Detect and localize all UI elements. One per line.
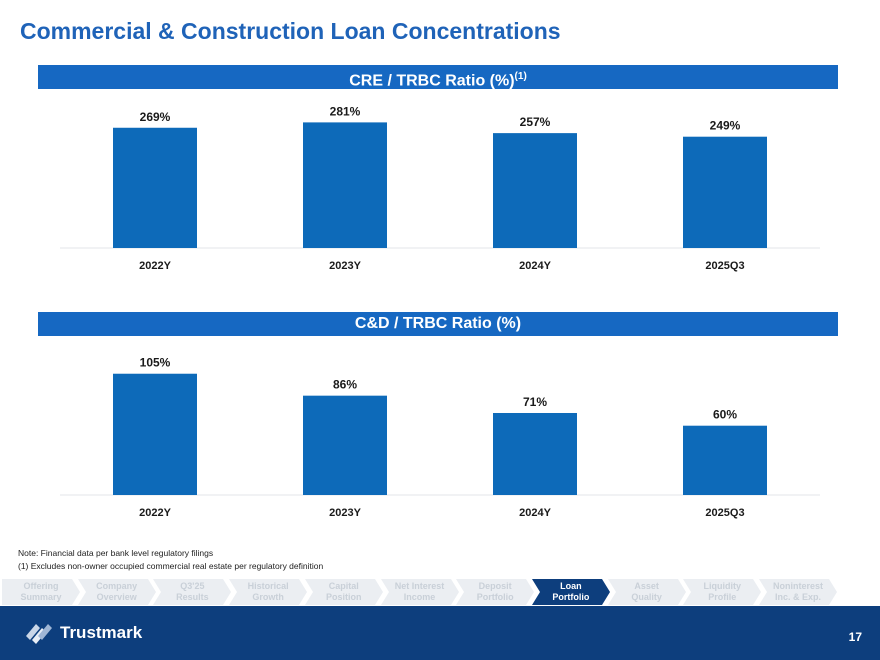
chart-2-category-label: 2022Y [139,507,171,519]
nav-tab-label-line1: Offering [23,581,59,591]
nav-tab-historical[interactable]: Historical Growth [229,579,308,605]
nav-chevron-shape [607,579,686,605]
nav-tab-label-line1: Historical [247,581,289,591]
chart-2-bar-2023Y [303,395,387,495]
chart-1-category-label: 2023Y [329,260,361,272]
nav-chevron-shape [380,579,459,605]
chart-2-category-label: 2023Y [329,507,361,519]
nav-tab-asset[interactable]: Asset Quality [607,579,686,605]
section-navigation: Offering Summary Company Overview Q3'25 Resul… [0,579,880,605]
nav-tab-label-line2: Growth [252,592,284,602]
nav-tab-label-line1: Q3'25 [180,581,205,591]
chart-1-category-label: 2025Q3 [705,260,744,272]
chart-1-title-footnote: (1) [514,71,527,82]
nav-tab-label-line2: Portfolio [476,592,514,602]
chart-2-value-label: 105% [140,356,171,370]
chart-1-bar-2022Y [113,127,197,248]
nav-chevron-shape [153,579,232,605]
nav-chevron-shape [456,579,535,605]
chart-1-bar-2024Y [493,133,577,248]
nav-chevron-shape [759,579,837,605]
nav-chevron-shape [2,579,80,605]
nav-tab-net-interest[interactable]: Net Interest Income [380,579,459,605]
chart-2-bar-2025Q3 [683,425,767,495]
nav-tab-deposit[interactable]: Deposit Portfolio [456,579,535,605]
nav-tab-loan[interactable]: Loan Portfolio [531,579,610,605]
footer-bar: Trustmark 17 [0,606,880,660]
nav-tab-label-line2: Position [326,592,362,602]
nav-chevron-shape [531,579,610,605]
page-number: 17 [848,630,862,644]
chart-2-value-label: 60% [713,408,737,422]
nav-chevron-shape [77,579,156,605]
chart-2-bar-2024Y [493,412,577,495]
nav-tab-label-line2: Profile [708,592,737,602]
trustmark-logo-icon [26,624,52,644]
chart-1-value-label: 281% [330,104,361,118]
nav-tab-label-line1: Asset [634,581,659,591]
chart-1-value-label: 269% [140,110,171,124]
chart-1-value-label: 249% [710,119,741,133]
nav-tab-label-line1: Company [96,581,138,591]
chart-1-title-banner: CRE / TRBC Ratio (%)(1) [38,65,838,89]
nav-tab-label-line1: Net Interest [394,581,445,591]
chart-1-title: CRE / TRBC Ratio (%) [349,72,515,90]
nav-tab-label-line2: Summary [20,592,62,602]
chart-1-category-label: 2022Y [139,260,171,272]
nav-chevron-shape [683,579,762,605]
nav-tab-noninterest[interactable]: Noninterest Inc. & Exp. [759,579,837,605]
chart-2-value-label: 71% [523,395,547,409]
trustmark-logo[interactable]: Trustmark [24,622,142,644]
nav-tab-label-line2: Inc. & Exp. [774,592,821,602]
note-line: Note: Financial data per bank level regu… [18,548,214,558]
nav-tab-label-line2: Quality [631,592,662,602]
chart-2-title-banner: C&D / TRBC Ratio (%) [38,312,838,336]
nav-tab-label-line2: Portfolio [552,592,590,602]
nav-tab-label-line1: Loan [560,581,582,591]
nav-tab-q3-25[interactable]: Q3'25 Results [153,579,232,605]
nav-tab-label-line1: Noninterest [772,581,823,591]
nav-tab-label-line1: Liquidity [703,581,742,591]
nav-tab-liquidity[interactable]: Liquidity Profile [683,579,762,605]
nav-tab-company[interactable]: Company Overview [77,579,156,605]
nav-tab-label-line2: Results [176,592,209,602]
nav-tab-capital[interactable]: Capital Position [304,579,383,605]
chart-2-bar-2022Y [113,373,197,495]
nav-chevron-shape [304,579,383,605]
chart-1-bar-2023Y [303,122,387,248]
nav-tab-label-line1: Capital [328,581,359,591]
nav-tab-label-line2: Overview [96,592,137,602]
chart-1-category-label: 2024Y [519,260,551,272]
nav-chevron-shape [229,579,308,605]
nav-tab-offering[interactable]: Offering Summary [2,579,80,605]
nav-tab-label-line2: Income [403,592,436,602]
footnote-line: (1) Excludes non-owner occupied commerci… [18,561,324,571]
chart-2-category-label: 2024Y [519,507,551,519]
chart-2-category-label: 2025Q3 [705,507,744,519]
page-title: Commercial & Construction Loan Concentra… [20,18,561,44]
chart-1-bar-2025Q3 [683,136,767,248]
chart-2-title: C&D / TRBC Ratio (%) [354,315,522,332]
nav-tab-label-line1: Deposit [478,581,512,591]
chart-2-value-label: 86% [333,378,357,392]
brand-name: Trustmark [60,623,143,642]
cd-trbc-bar-chart: 105% 2022Y 86% 2023Y 71% 2024Y 60% 2025Q3 [60,356,820,519]
chart-1-value-label: 257% [520,115,551,129]
cre-trbc-bar-chart: 269% 2022Y 281% 2023Y 257% 2024Y 249% 2025Q3 [60,104,820,272]
